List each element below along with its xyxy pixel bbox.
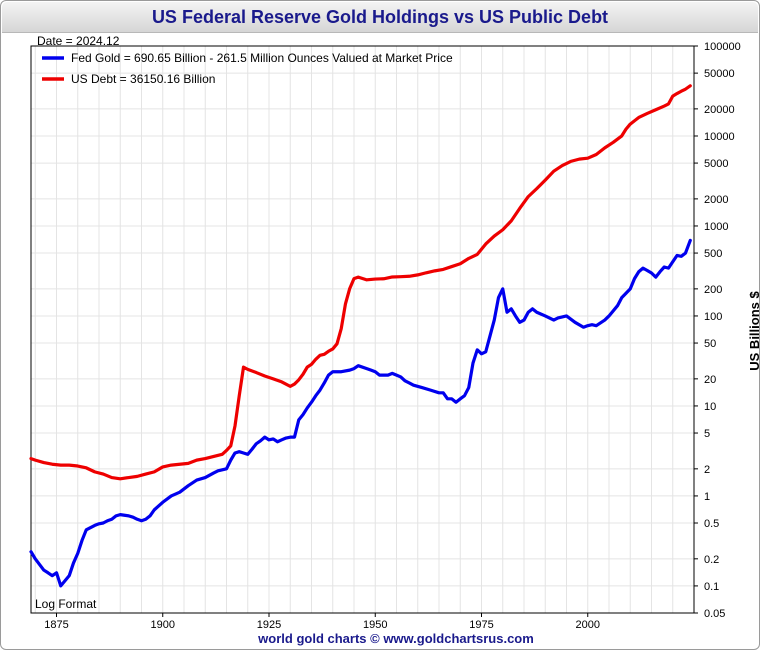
y-tick-label: 50	[704, 338, 716, 350]
y-tick-label: 2000	[704, 194, 728, 206]
chart-title: US Federal Reserve Gold Holdings vs US P…	[151, 7, 609, 27]
x-tick-label: 1900	[151, 619, 175, 631]
y-tick-label: 10	[704, 401, 716, 413]
title-bar: US Federal Reserve Gold Holdings vs US P…	[2, 2, 758, 33]
legend-us-debt-label: US Debt = 36150.16 Billion	[71, 72, 215, 86]
series-line-us-debt	[29, 84, 692, 481]
y-tick-label: 0.1	[704, 581, 719, 593]
y-tick-label: 2	[704, 464, 710, 476]
y-tick-label: 0.2	[704, 554, 719, 566]
y-tick-label: 5000	[704, 158, 728, 170]
y-tick-label: 500	[704, 248, 722, 260]
y-tick-label: 1	[704, 491, 710, 503]
plot-border	[30, 45, 695, 614]
y-tick-label: 100000	[704, 41, 741, 53]
y-tick-label: 5	[704, 428, 710, 440]
y-axis-title: US Billions $	[747, 291, 759, 371]
x-tick-label: 1950	[363, 619, 387, 631]
y-tick-label: 200	[704, 284, 722, 296]
footer-credit: world gold charts © www.goldchartsrus.co…	[258, 631, 534, 646]
y-tick-label: 20	[704, 374, 716, 386]
y-tick-label: 10000	[704, 131, 735, 143]
y-tick-label: 1000	[704, 221, 728, 233]
y-tick-label: 0.05	[704, 608, 725, 620]
legend-fed-gold-label: Fed Gold = 690.65 Billion - 261.5 Millio…	[71, 51, 453, 65]
x-tick-label: 1925	[257, 619, 281, 631]
x-tick-label: 2000	[576, 619, 600, 631]
y-tick-label: 0.5	[704, 518, 719, 530]
plot-area	[31, 46, 694, 613]
scale-note: Log Format	[35, 597, 97, 611]
series-line-fed-gold	[29, 238, 692, 588]
y-tick-label: 50000	[704, 68, 735, 80]
y-tick-label: 20000	[704, 104, 735, 116]
y-tick-label: 100	[704, 311, 722, 323]
date-label: Date = 2024.12	[37, 34, 120, 48]
x-tick-label: 1875	[44, 619, 68, 631]
x-tick-label: 1975	[469, 619, 493, 631]
